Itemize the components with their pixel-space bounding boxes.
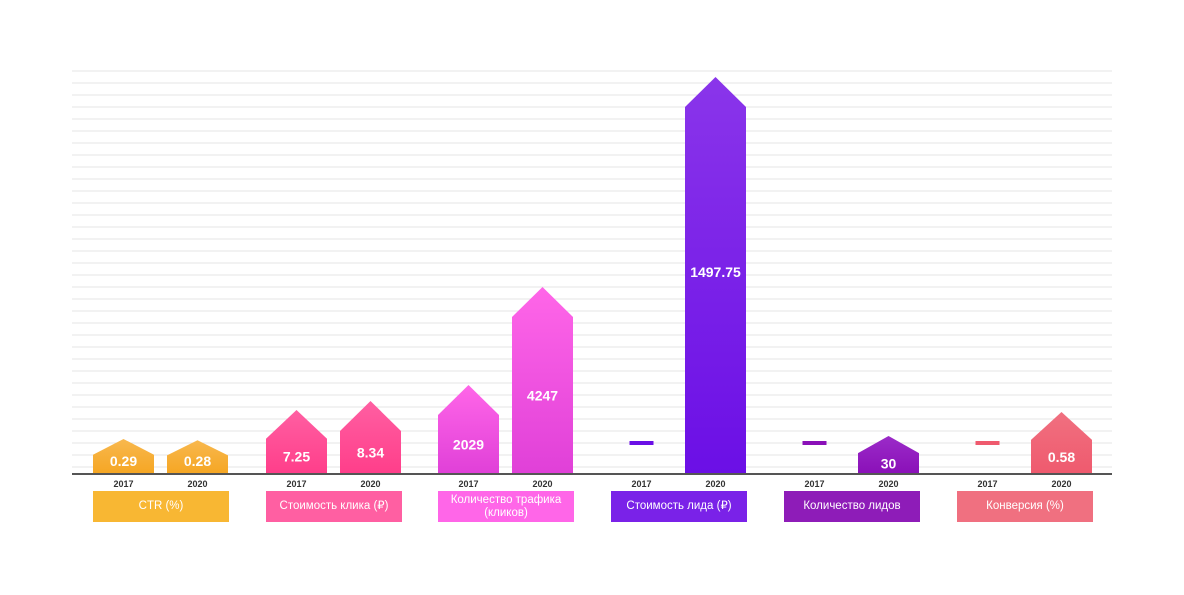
category-label: Количество трафика (кликов)	[438, 491, 574, 522]
grid-lines	[72, 70, 1112, 468]
empty-value-marker	[629, 441, 654, 445]
bar-value-label: 0.28	[184, 453, 211, 469]
bar	[512, 287, 573, 474]
year-tick-label: 2020	[532, 479, 552, 489]
bar	[340, 401, 401, 474]
bar-value-label: 30	[881, 456, 897, 472]
year-tick-label: 2017	[804, 479, 824, 489]
bar	[858, 436, 919, 474]
bar-value-label: 8.34	[357, 445, 384, 461]
year-tick-label: 2020	[1051, 479, 1071, 489]
year-tick-label: 2017	[286, 479, 306, 489]
bar-value-label: 4247	[527, 388, 558, 404]
bar	[685, 77, 746, 474]
bar	[1031, 412, 1092, 474]
year-tick-label: 2020	[878, 479, 898, 489]
bars: 0.29 0.28 7.25 8.34 2029 4247 1497.75 30 0.58	[93, 77, 1092, 474]
year-tick-label: 2017	[631, 479, 651, 489]
year-labels: 2017 2020 2017 2020 2017 2020 2017 2020 2017 2020…	[113, 479, 1071, 489]
bar-value-label: 1497.75	[690, 264, 741, 280]
year-tick-label: 2020	[360, 479, 380, 489]
year-tick-label: 2020	[705, 479, 725, 489]
category-label: CTR (%)	[93, 491, 229, 522]
empty-value-marker	[975, 441, 1000, 445]
bar	[93, 439, 154, 474]
category-label: Стоимость клика (₽)	[266, 491, 402, 522]
category-label: Конверсия (%)	[957, 491, 1093, 522]
category-label: Стоимость лида (₽)	[611, 491, 747, 522]
bar	[438, 385, 499, 474]
bar	[167, 440, 228, 474]
bar	[266, 410, 327, 474]
year-tick-label: 2020	[187, 479, 207, 489]
bar-value-label: 7.25	[283, 448, 310, 464]
empty-value-marker	[802, 441, 827, 445]
bar-value-label: 2029	[453, 437, 484, 453]
bar-value-label: 0.29	[110, 453, 137, 469]
category-label: Количество лидов	[784, 491, 920, 522]
year-tick-label: 2017	[458, 479, 478, 489]
year-tick-label: 2017	[977, 479, 997, 489]
year-tick-label: 2017	[113, 479, 133, 489]
bar-value-label: 0.58	[1048, 449, 1075, 465]
